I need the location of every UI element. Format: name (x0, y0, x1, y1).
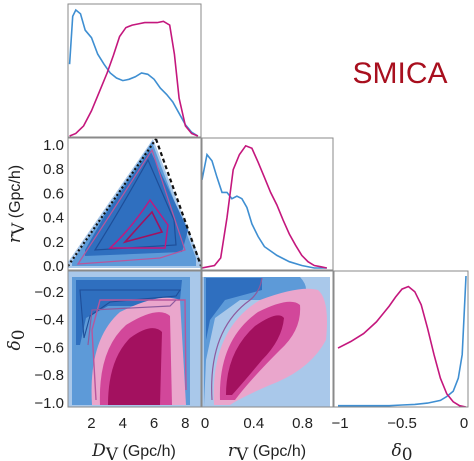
delta-x-tick-labels: −1 −0.5 0 (331, 415, 468, 432)
delta-dv-contour-magenta-line-inner (87, 299, 177, 346)
delta-dv-contour-magenta-line (91, 299, 187, 401)
rv-x-tick-labels: 0 0.4 0.8 (201, 415, 313, 432)
panel-frame (67, 137, 202, 271)
rv-x-tick: 0.8 (292, 415, 313, 432)
delta-dv-contour-magenta-dark (108, 328, 162, 405)
rv-y-tick: 0.8 (43, 161, 64, 178)
rv-dv-contour-magenta-mid (108, 198, 169, 249)
panel-frame (201, 270, 334, 408)
dataset-label: SMICA (352, 57, 447, 90)
panel-frame (201, 137, 334, 271)
rv-axis-label-y: rV (Gpc/h) (5, 165, 29, 243)
dv-axis-label: DV (Gpc/h) (91, 441, 176, 461)
delta-x-tick: −1 (331, 415, 348, 432)
panel-frame (67, 3, 202, 138)
delta-rv-contour-magenta-line (211, 277, 263, 401)
rv-x-tick: 0.4 (243, 415, 264, 432)
rv-y-tick-labels: 0.0 0.2 0.4 0.6 0.8 1.0 (43, 137, 64, 275)
rv-y-tick: 1.0 (43, 137, 64, 154)
panel-delta-vs-rv (201, 270, 334, 408)
rv-dv-bound-dotted (68, 138, 157, 267)
delta-marginal-line-blue (338, 275, 467, 407)
delta-axis-label-y: δ0 (5, 329, 29, 350)
rv-dv-contour-blue-dark (85, 150, 188, 256)
delta-rv-contour-blue-dark (206, 278, 262, 340)
rv-y-tick: 0.2 (43, 234, 64, 251)
delta-y-tick: −1.0 (34, 395, 64, 412)
rv-axis-label-x: rV (Gpc/h) (228, 441, 306, 461)
delta-y-tick: −0.4 (34, 312, 64, 329)
rv-dv-bound-dashed (154, 138, 201, 267)
rv-y-tick: 0.4 (43, 210, 64, 227)
rv-marginal-line-magenta (202, 144, 327, 269)
dv-x-tick: 8 (181, 415, 189, 432)
delta-y-tick: −0.8 (34, 367, 64, 384)
dv-x-tick: 4 (119, 415, 127, 432)
panel-frame (333, 270, 469, 408)
rv-dv-contour-blue-line (93, 158, 177, 251)
panel-delta-marginal (333, 270, 469, 408)
delta-y-tick: −0.2 (34, 284, 64, 301)
rv-marginal-line-blue (202, 152, 327, 269)
delta-y-tick-labels: −0.2 −0.4 −0.6 −0.8 −1.0 (34, 284, 64, 412)
rv-dv-contour-magenta-outer (76, 148, 186, 265)
delta-marginal-line-magenta (337, 285, 467, 407)
dv-x-tick: 6 (150, 415, 158, 432)
panel-frame (67, 270, 202, 408)
dv-x-tick-labels: 2 4 6 8 (87, 415, 189, 432)
rv-dv-contour-magenta-inner (122, 210, 164, 244)
panel-rv-marginal (201, 137, 334, 271)
delta-dv-contour-blue-dark (76, 280, 182, 345)
rv-y-tick: 0.6 (43, 185, 64, 202)
panel-rv-vs-dv (67, 137, 202, 271)
panel-delta-vs-dv (67, 270, 202, 408)
dv-marginal-line-blue (68, 8, 199, 137)
delta-dv-contour-blue-line (79, 289, 182, 339)
panel-dv-marginal (67, 3, 202, 138)
delta-y-tick: −0.6 (34, 339, 64, 356)
dv-marginal-line-magenta (69, 20, 199, 137)
rv-y-tick: 0.0 (43, 258, 64, 275)
delta-x-tick: −0.5 (387, 415, 417, 432)
delta-axis-label-x: δ0 (391, 441, 412, 461)
delta-rv-contour-magenta-dark (226, 315, 284, 395)
dv-x-tick: 2 (87, 415, 95, 432)
delta-x-tick: 0 (460, 415, 468, 432)
rv-x-tick: 0 (201, 415, 209, 432)
